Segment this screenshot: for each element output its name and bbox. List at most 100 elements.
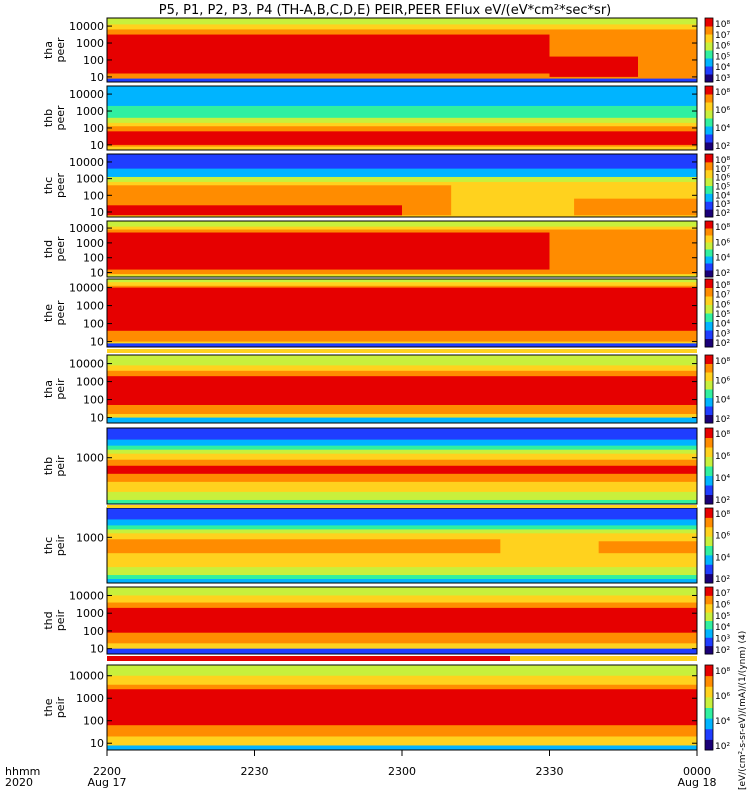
spectrogram-bands [107,154,697,217]
colorbar-swatch [705,321,713,331]
colorbar-tick-label: 10² [715,339,730,349]
colorbar-swatch [705,536,713,546]
panel-species-label: peir [54,534,67,556]
colorbar-swatch [705,235,713,243]
colorbar-swatch [705,718,713,730]
colorbar-swatch [705,517,713,528]
colorbar-swatch [705,296,713,305]
colorbar-tick-label: 10² [715,209,730,219]
colorbar-frame [704,85,714,151]
energy-flux-band [107,745,697,750]
panel-probe-label: thd [42,240,55,258]
colorbar-frame [704,586,714,655]
colorbar-tick-label: 10⁸ [715,223,730,233]
colorbar-swatch [705,242,713,250]
colorbar-swatch [705,279,713,288]
colorbar-tick-label: 10⁴ [715,254,730,264]
colorbar-tick-label: 10⁴ [715,124,730,134]
colorbar-swatch [705,256,713,264]
colorbar-swatch [705,466,713,476]
panel-species-label: peer [54,37,67,63]
colorbar-swatch [705,686,713,698]
colorbar-swatch [705,707,713,719]
colorbar-swatch [705,406,713,415]
colorbar-swatch [705,526,713,537]
colorbar-swatch [705,475,713,486]
colorbar-tick-label: 10⁸ [715,88,730,98]
panel-species-label: peer [54,173,67,199]
colorbar-swatch [705,628,713,638]
colorbar-tick-label: 10² [715,575,730,585]
colorbar-tick-label: 10⁴ [715,474,730,484]
colorbar-tick-label: 10⁴ [715,623,730,633]
x-tick-label: 0000 [683,765,711,778]
colorbar-tick-label: 10³ [715,329,730,339]
energy-flux-band [107,689,697,726]
colorbar-tick-label: 10⁶ [715,532,730,542]
panel-frame [106,85,698,151]
y-tick-label: 1000 [76,300,104,313]
colorbar-tick-label: 10² [715,269,730,279]
colorbar-swatch [705,74,713,83]
colorbar: 10⁸ 10⁶ 10⁴ 10² [704,664,730,752]
y-tick-label: 10 [90,139,104,152]
energy-flux-band [107,376,697,405]
colorbar-swatch [705,428,713,438]
colorbar-frame [704,664,714,751]
y-tick-label: 10000 [69,358,104,371]
y-tick-label: 1000 [76,105,104,118]
y-tick-label: 10 [90,737,104,750]
colorbar-swatch [705,185,713,194]
y-tick-label: 10000 [69,20,104,33]
colorbar-swatch [705,142,713,151]
colorbar-tick-label: 10⁴ [715,553,730,563]
colorbar-swatch [705,313,713,322]
colorbar-tick-label: 10⁶ [715,174,730,184]
colorbar-swatch [705,612,713,621]
x-tick-label: 2300 [388,765,416,778]
panel-probe-label: the [42,304,55,322]
colorbar-swatch [705,414,713,424]
colorbar-tick-label: 10⁶ [715,300,730,310]
energy-flux-band [549,257,648,273]
panel-tha-peir: 10 100 1000 10000 tha peir 10⁸ 10⁶ 10⁴ 10² [42,354,730,425]
spectrogram-bands [107,221,697,277]
energy-flux-band [107,34,550,74]
x-tick-label: 2230 [241,765,269,778]
colorbar-swatch [705,587,713,596]
panel-species-label: peir [54,378,67,400]
y-tick-label: 1000 [76,37,104,50]
y-tick-label: 100 [83,318,104,331]
panel-frame [106,427,698,505]
energy-flux-band [598,541,697,554]
time-row-label: hhmm [5,765,40,778]
y-tick-label: 1000 [76,452,104,465]
y-tick-label: 1000 [76,607,104,620]
energy-flux-band [107,539,501,554]
y-tick-label: 10 [90,412,104,425]
y-tick-label: 1000 [76,376,104,389]
colorbar-swatch [705,102,713,111]
y-tick-label: 100 [83,715,104,728]
colorbar-swatch [705,42,713,51]
colorbar-tick-label: 10³ [715,74,730,84]
colorbar-frame [704,220,714,278]
colorbar-swatch [705,270,713,278]
colorbar-swatch [705,221,713,229]
panel-species-label: peir [54,696,67,718]
colorbar-tick-label: 10⁴ [715,396,730,406]
colorbar-swatch [705,620,713,630]
colorbar-swatch [705,26,713,35]
y-tick-label: 10 [90,71,104,84]
energy-flux-band [107,648,697,654]
colorbar-swatch [705,34,713,43]
energy-flux-band [107,607,697,633]
colorbar-swatch [705,193,713,202]
energy-flux-band [107,287,697,331]
colorbar-swatch [705,118,713,127]
